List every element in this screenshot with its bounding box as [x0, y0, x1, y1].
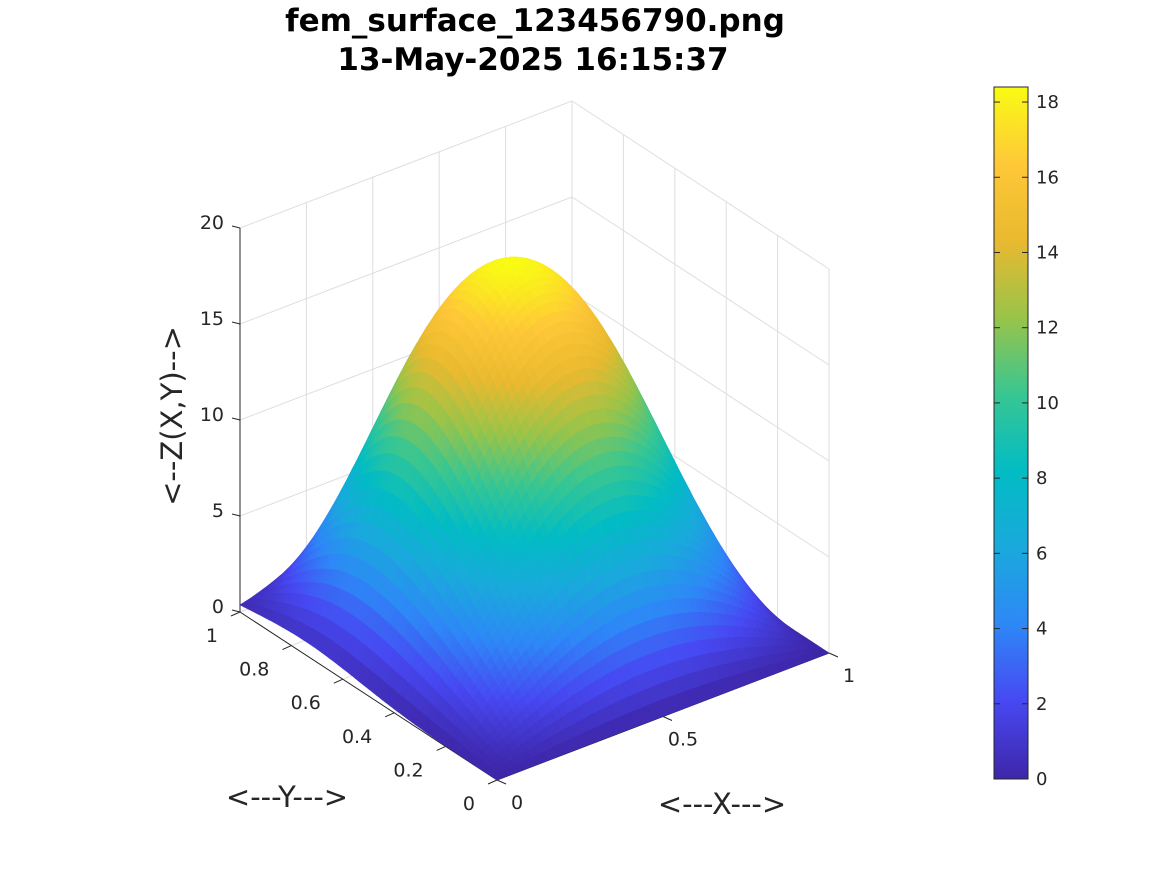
y-axis-label: <---Y--->	[226, 780, 348, 814]
z-axis-label: <--Z(X,Y)-->	[155, 326, 189, 506]
y-tick-mark	[282, 645, 292, 651]
z-tick-mark	[231, 417, 241, 421]
z-tick-label: 15	[200, 308, 224, 330]
colorbar-tick-label: 18	[1036, 92, 1059, 113]
colorbar	[993, 86, 1029, 780]
z-tick-mark	[231, 609, 241, 613]
grid-line	[239, 100, 573, 229]
colorbar-tick-label: 2	[1036, 694, 1047, 715]
y-tick-mark	[384, 712, 395, 718]
z-tick-mark	[231, 225, 241, 229]
y-tick-mark	[436, 745, 446, 751]
z-tick-mark	[231, 513, 241, 517]
x-tick-labels: 00.51	[511, 665, 855, 814]
y-tick-mark	[487, 779, 498, 785]
x-tick-mark	[496, 779, 507, 785]
colorbar-tick-label: 16	[1036, 167, 1059, 188]
surface-plot	[239, 256, 830, 781]
colorbar-tick-label: 0	[1036, 769, 1047, 790]
x-tick-label: 0	[511, 792, 523, 814]
x-axis-label: <---X--->	[658, 787, 786, 821]
z-tick-labels: 0 5 10 15 20	[200, 212, 224, 618]
grid-line	[571, 292, 830, 462]
z-tick-label: 5	[212, 500, 224, 522]
chart-title-line1: fem_surface_123456790.png	[285, 3, 785, 39]
y-tick-label: 0.2	[393, 759, 423, 781]
z-tick-label: 0	[212, 596, 224, 618]
y-axis-line	[239, 611, 498, 781]
x-tick-mark	[828, 652, 839, 658]
z-tick-label: 10	[200, 404, 224, 426]
colorbar-tick-label: 6	[1036, 543, 1047, 564]
z-tick-mark	[231, 321, 241, 325]
x-tick-mark	[662, 716, 673, 721]
colorbar-tick-label: 4	[1036, 619, 1047, 640]
y-tick-mark	[230, 611, 241, 617]
y-tick-label: 1	[206, 625, 218, 647]
surface-patch	[492, 774, 504, 781]
y-tick-label: 0.8	[239, 659, 269, 681]
colorbar-tick-label: 8	[1036, 468, 1047, 489]
chart-title-line2: 13-May-2025 16:15:37	[337, 42, 728, 78]
y-tick-labels: 0 0.2 0.4 0.6 0.8 1	[206, 625, 475, 815]
y-tick-label: 0.6	[291, 692, 321, 714]
grid-line	[571, 100, 830, 270]
grid-line	[571, 196, 830, 366]
colorbar-tick-label: 14	[1036, 242, 1059, 263]
grid-line	[239, 196, 573, 325]
colorbar-tick-label: 12	[1036, 318, 1059, 339]
y-tick-label: 0.4	[342, 726, 372, 748]
x-tick-label: 0.5	[668, 729, 698, 751]
z-tick-label: 20	[200, 212, 224, 234]
y-tick-label: 0	[463, 793, 475, 815]
colorbar-tick-label: 10	[1036, 393, 1059, 414]
y-tick-mark	[333, 678, 344, 684]
colorbar-ticks: 0 2 4 6 8 10 12 14 16 18	[994, 92, 1059, 790]
x-tick-label: 1	[843, 665, 855, 687]
